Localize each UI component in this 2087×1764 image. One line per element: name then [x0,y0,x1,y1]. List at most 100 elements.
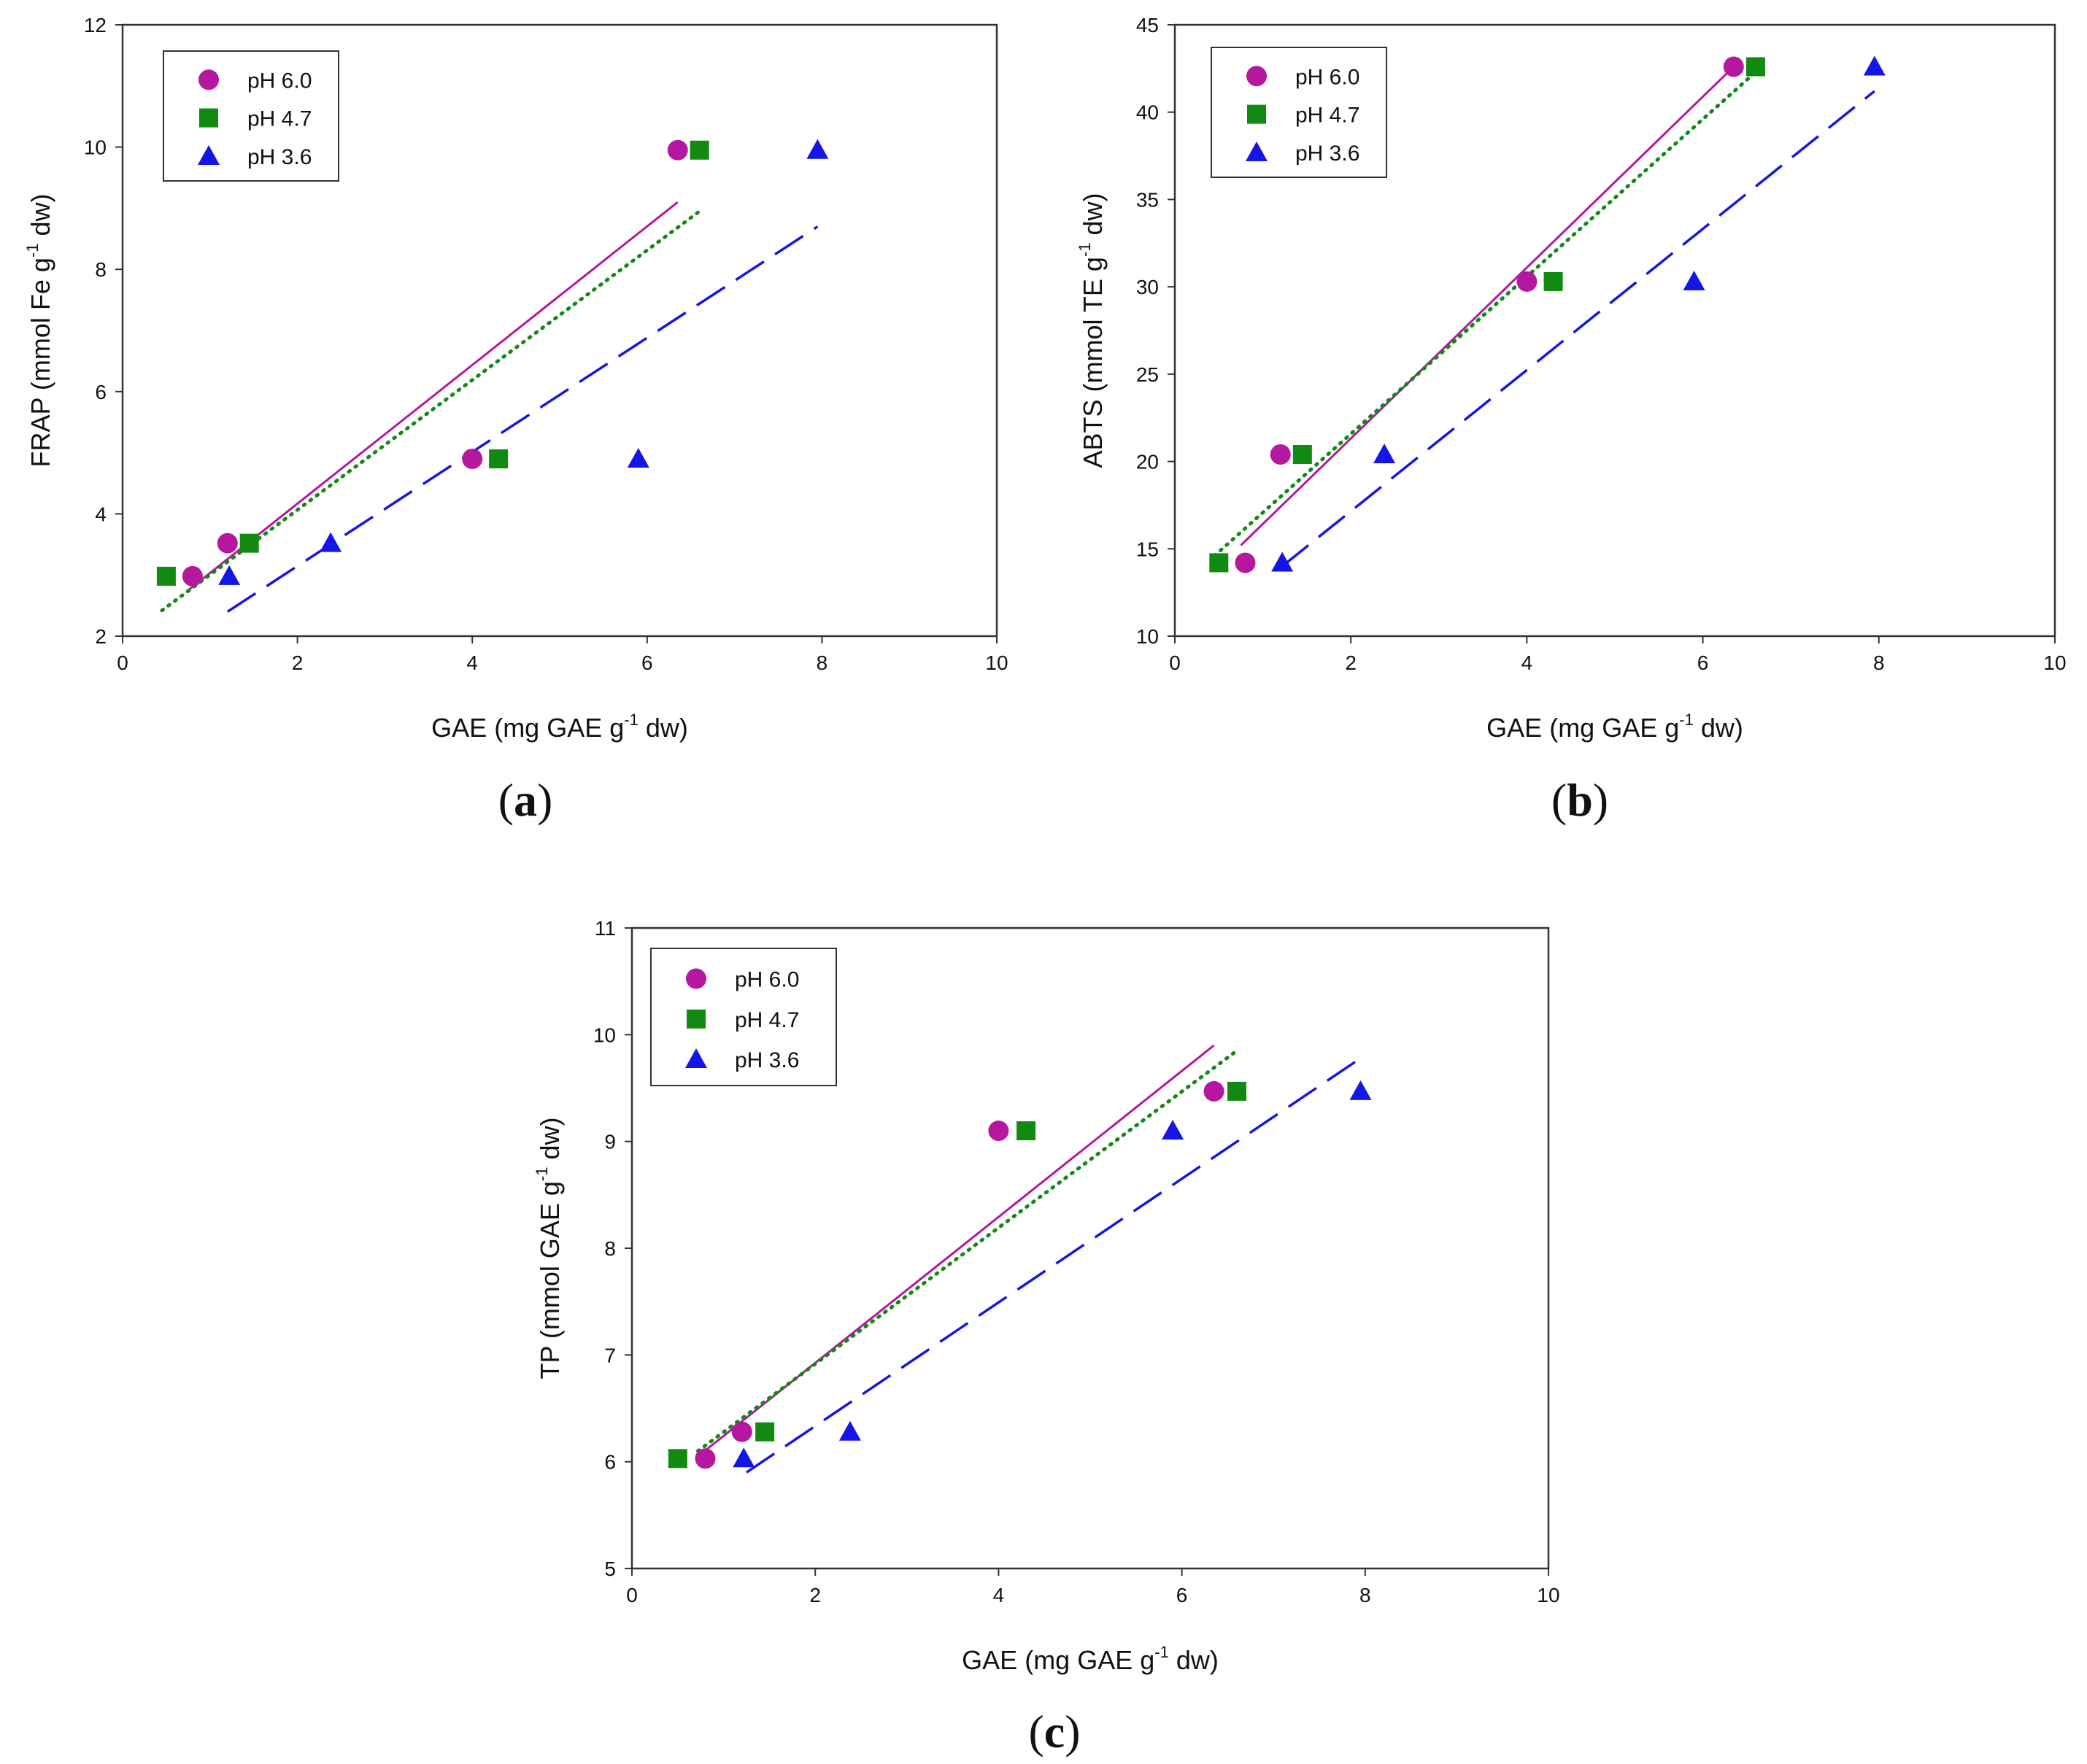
legend-marker [1246,141,1268,161]
data-point [806,139,829,159]
data-point [320,532,342,552]
fit-line [746,1057,1362,1474]
y-axis-label: FRAP (mmol Fe g-1 dw) [23,194,55,468]
fit-line [187,201,679,592]
data-point [731,1421,752,1442]
data-point [988,1121,1009,1142]
data-point [690,140,709,160]
y-tick-label: 10 [84,136,107,159]
x-tick-label: 4 [993,1584,1005,1606]
fit-line [226,225,819,613]
legend: pH 6.0 pH 4.7 pH 3.6 [163,50,339,182]
y-tick-label: 15 [1136,538,1159,560]
data-point [462,448,483,469]
panel-label: (c) [1028,1706,1080,1757]
legend-label: pH 6.0 [1295,65,1359,89]
data-point [239,533,259,553]
legend-label: pH 3.6 [735,1048,799,1072]
y-tick-label: 20 [1136,451,1159,473]
legend-label: pH 6.0 [247,69,312,93]
y-tick-label: 12 [84,14,107,36]
y-tick-label: 45 [1136,14,1159,36]
legend-marker [1247,104,1266,124]
legend: pH 6.0 pH 4.7 pH 3.6 [650,948,837,1086]
fit-line [1281,90,1875,568]
data-point [627,447,649,468]
data-point [1162,1120,1184,1140]
data-point [1209,553,1229,573]
data-point [156,566,176,586]
data-point [1349,1080,1372,1100]
data-point [182,565,203,587]
data-point [1543,271,1563,291]
y-axis-label: TP (mmol GAE g-1 dw) [533,1118,565,1380]
y-tick-label: 10 [1136,625,1159,648]
data-point [1373,443,1396,463]
plot-frame [121,23,998,638]
data-point [733,1447,755,1468]
chart-panel-c: 0 2 4 6 8 10 5 6 7 8 9 10 11 GAE (mg GAE g-1 dw) TP (m… [533,917,1560,1675]
data-point [1723,56,1744,77]
x-tick-label: 10 [1537,1584,1559,1606]
y-tick-label: 10 [593,1024,616,1046]
legend-box [1211,47,1387,178]
x-tick-label: 2 [809,1584,821,1606]
plot-frame [1173,23,2056,638]
x-tick-label: 2 [292,651,304,674]
x-tick-label: 6 [641,651,653,674]
data-point [1203,1080,1224,1102]
y-tick-label: 8 [604,1237,616,1260]
x-tick-label: 8 [817,651,828,674]
y-tick-label: 8 [95,258,107,281]
y-tick-label: 2 [95,625,107,648]
x-tick-label: 6 [1176,1584,1188,1606]
data-point [1683,270,1705,290]
x-axis-label: GAE (mg GAE g-1 dw) [962,1643,1219,1675]
fit-line [695,1048,1239,1453]
y-tick-label: 35 [1136,188,1159,211]
x-tick-label: 8 [1873,651,1885,674]
data-point [1270,444,1291,465]
legend-marker [198,69,219,90]
y-tick-label: 25 [1136,363,1159,386]
legend-label: pH 4.7 [247,107,312,131]
legend-label: pH 6.0 [735,967,799,991]
panel-label: (b) [1551,774,1608,826]
data-point [217,533,238,554]
data-point [1745,57,1765,77]
data-point [1017,1121,1036,1141]
legend-marker [687,1009,706,1029]
legend-marker [199,108,218,128]
x-tick-label: 4 [466,651,478,674]
x-tick-label: 6 [1697,651,1709,674]
legend-marker [685,1048,707,1069]
legend-box [163,50,339,182]
legend-marker [1246,66,1267,87]
y-tick-label: 5 [604,1558,616,1580]
fit-line [1212,70,1758,558]
y-tick-label: 9 [604,1131,616,1153]
data-point [1235,552,1256,573]
legend-box [650,948,837,1086]
x-tick-label: 10 [985,651,1008,674]
legend: pH 6.0 pH 4.7 pH 3.6 [1211,47,1387,178]
legend-label: pH 3.6 [1295,142,1359,166]
x-axis-label: GAE (mg GAE g-1 dw) [431,711,688,743]
data-point [838,1420,861,1441]
x-tick-label: 10 [2043,651,2066,674]
x-tick-label: 2 [1345,651,1357,674]
legend-marker [198,144,220,165]
chart-panel-b: 0 2 4 6 8 10 10 15 20 25 30 35 40 45 GAE (mg GAE g-1 d… [1076,14,2067,743]
data-point [1271,552,1294,572]
legend-marker [686,968,706,989]
data-point [695,1448,716,1469]
y-tick-label: 30 [1136,276,1159,298]
data-point [489,449,509,468]
legend-label: pH 3.6 [247,145,312,169]
x-tick-label: 0 [1169,651,1181,674]
x-tick-label: 0 [117,651,128,674]
legend-label: pH 4.7 [735,1008,799,1032]
x-tick-label: 4 [1521,651,1533,674]
